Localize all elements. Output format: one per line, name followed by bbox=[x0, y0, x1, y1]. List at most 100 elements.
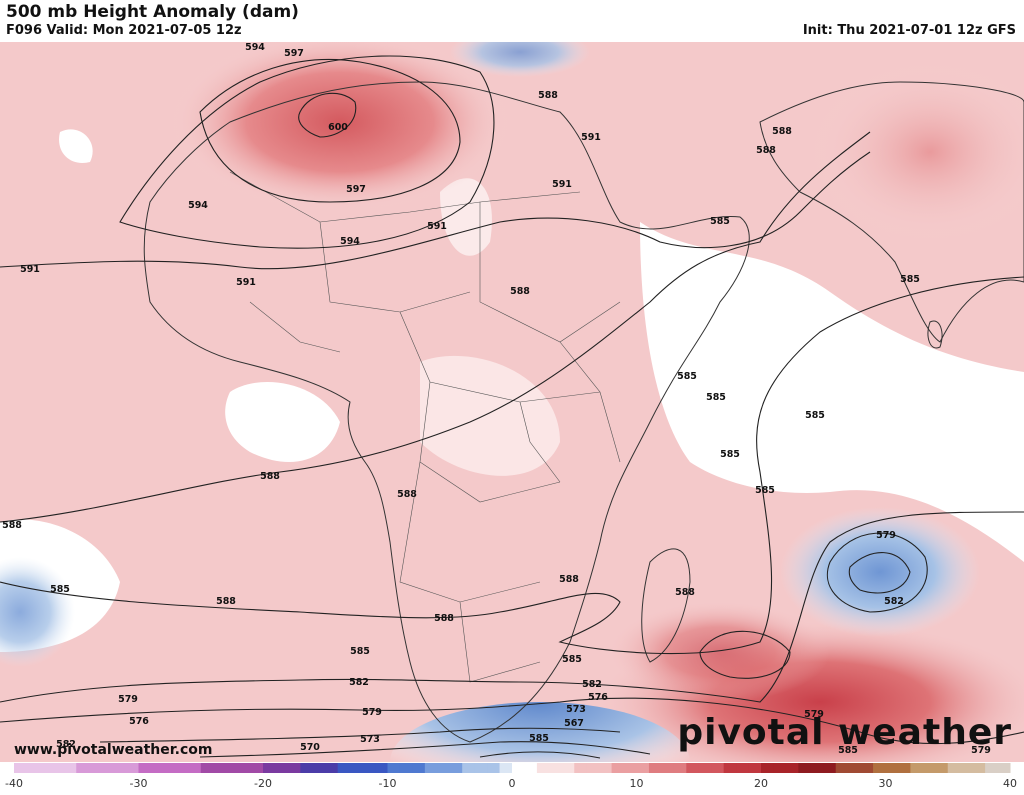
contour-label: 588 bbox=[260, 471, 280, 482]
colorbar-swatch bbox=[922, 763, 936, 773]
contour-label: 585 bbox=[755, 485, 775, 496]
colorbar-swatch bbox=[449, 763, 463, 773]
colorbar-swatch bbox=[362, 763, 376, 773]
colorbar-swatch bbox=[512, 763, 525, 773]
contour-label: 600 bbox=[328, 122, 348, 133]
negative-anomaly-mediterranean bbox=[450, 42, 590, 77]
contour-label: 588 bbox=[756, 145, 776, 156]
contour-label: 588 bbox=[510, 286, 530, 297]
contour-label: 585 bbox=[900, 274, 920, 285]
colorbar-swatch bbox=[113, 763, 127, 773]
contour-label: 582 bbox=[884, 596, 904, 607]
contour-label: 579 bbox=[971, 745, 991, 756]
contour-label: 582 bbox=[56, 739, 76, 750]
colorbar-swatch bbox=[26, 763, 40, 773]
colorbar-swatch bbox=[736, 763, 750, 773]
colorbar-swatch bbox=[960, 763, 974, 773]
colorbar-swatch bbox=[487, 763, 501, 773]
contour-label: 585 bbox=[562, 654, 582, 665]
colorbar-swatch bbox=[723, 763, 737, 773]
colorbar-swatch bbox=[200, 763, 214, 773]
contour-585 bbox=[0, 276, 1024, 655]
colorbar-swatch bbox=[985, 763, 999, 773]
colorbar-swatch bbox=[835, 763, 849, 773]
colorbar-swatch bbox=[561, 763, 575, 773]
colorbar-swatch bbox=[648, 763, 662, 773]
colorbar-swatch bbox=[263, 763, 276, 773]
contour-585-high bbox=[699, 630, 791, 679]
contour-label: 594 bbox=[340, 236, 360, 247]
negative-anomaly-southern-trough bbox=[390, 702, 690, 762]
colorbar-swatch bbox=[947, 763, 961, 773]
colorbar-tick-label: 30 bbox=[879, 777, 893, 790]
contour-label: 585 bbox=[720, 449, 740, 460]
contour-label: 594 bbox=[245, 42, 265, 53]
colorbar-swatch bbox=[213, 763, 227, 773]
contour-573 bbox=[199, 741, 651, 758]
colorbar-swatch bbox=[935, 763, 949, 773]
colorbar-swatch bbox=[325, 763, 339, 773]
contour-label: 594 bbox=[188, 200, 208, 211]
colorbar-swatch bbox=[225, 763, 239, 773]
colorbar-swatch bbox=[910, 763, 924, 773]
colorbar-swatch bbox=[748, 763, 762, 773]
colorbar-swatch bbox=[175, 763, 189, 773]
colorbar-swatch bbox=[462, 763, 476, 773]
contour-579 bbox=[0, 697, 1024, 745]
colorbar-swatch bbox=[972, 763, 986, 773]
map-svg: 594 597 600 597 594 591 594 591 591 588 591 591 588 5… bbox=[0, 42, 1024, 762]
pivotal-weather-logo: pivotal weather bbox=[677, 712, 1012, 753]
colorbar-swatch bbox=[399, 763, 413, 773]
contour-label: 576 bbox=[129, 716, 149, 727]
contour-label: 582 bbox=[582, 679, 602, 690]
colorbar-swatch bbox=[698, 763, 712, 773]
colorbar-swatch bbox=[810, 763, 824, 773]
light-patch-sahara bbox=[440, 178, 492, 256]
colorbar-tick-label: -10 bbox=[379, 777, 397, 790]
colorbar-swatch bbox=[138, 763, 152, 773]
colorbar-tick-label: -30 bbox=[130, 777, 148, 790]
colorbar-swatch bbox=[14, 763, 27, 773]
contour-label: 585 bbox=[350, 646, 370, 657]
contour-label: 582 bbox=[349, 677, 369, 688]
colorbar-swatch bbox=[474, 763, 488, 773]
colorbar-swatch bbox=[624, 763, 637, 773]
colorbar-tick-label: -40 bbox=[5, 777, 23, 790]
colorbar-swatch bbox=[773, 763, 787, 773]
contour-582-low bbox=[826, 532, 928, 613]
contour-576 bbox=[99, 727, 621, 743]
colorbar-tick-label: 0 bbox=[509, 777, 516, 790]
colorbar-svg: -40 -30 -20 -10 0 10 20 30 40 bbox=[5, 763, 1017, 790]
contour-label: 579 bbox=[876, 530, 896, 541]
colorbar-swatch bbox=[76, 763, 90, 773]
colorbar-swatch bbox=[51, 763, 65, 773]
colorbar-swatch bbox=[873, 763, 886, 773]
colorbar-swatch bbox=[823, 763, 837, 773]
colorbar-swatch bbox=[412, 763, 426, 773]
height-contours bbox=[0, 55, 1024, 759]
colorbar-swatch bbox=[524, 763, 538, 773]
chart-title: 500 mb Height Anomaly (dam) bbox=[6, 2, 299, 22]
colorbar-tick-label: 10 bbox=[630, 777, 644, 790]
neutral-region-indian-ocean bbox=[640, 222, 1024, 562]
contour-label: 585 bbox=[50, 584, 70, 595]
site-url[interactable]: www.pivotalweather.com bbox=[14, 742, 213, 758]
colorbar-swatch bbox=[387, 763, 401, 773]
contour-label: 588 bbox=[772, 126, 792, 137]
africa-coast bbox=[143, 81, 750, 743]
colorbar-swatch bbox=[275, 763, 289, 773]
contour-582 bbox=[0, 511, 1024, 703]
colorbar-swatch bbox=[375, 763, 388, 773]
colorbar-ticks: -40 -30 -20 -10 0 10 20 30 40 bbox=[5, 777, 1017, 790]
contour-600 bbox=[298, 92, 357, 138]
contour-label: 579 bbox=[804, 709, 824, 720]
contour-label: 588 bbox=[675, 587, 695, 598]
colorbar-swatch bbox=[536, 763, 550, 773]
contour-label: 585 bbox=[706, 392, 726, 403]
header: 500 mb Height Anomaly (dam) F096 Valid: … bbox=[0, 0, 1024, 42]
asia-coast bbox=[759, 81, 1024, 343]
negative-anomaly-south-atlantic bbox=[0, 557, 75, 667]
contour-594 bbox=[119, 55, 495, 249]
contour-label: 591 bbox=[581, 132, 601, 143]
colorbar-tick-label: 40 bbox=[1003, 777, 1017, 790]
